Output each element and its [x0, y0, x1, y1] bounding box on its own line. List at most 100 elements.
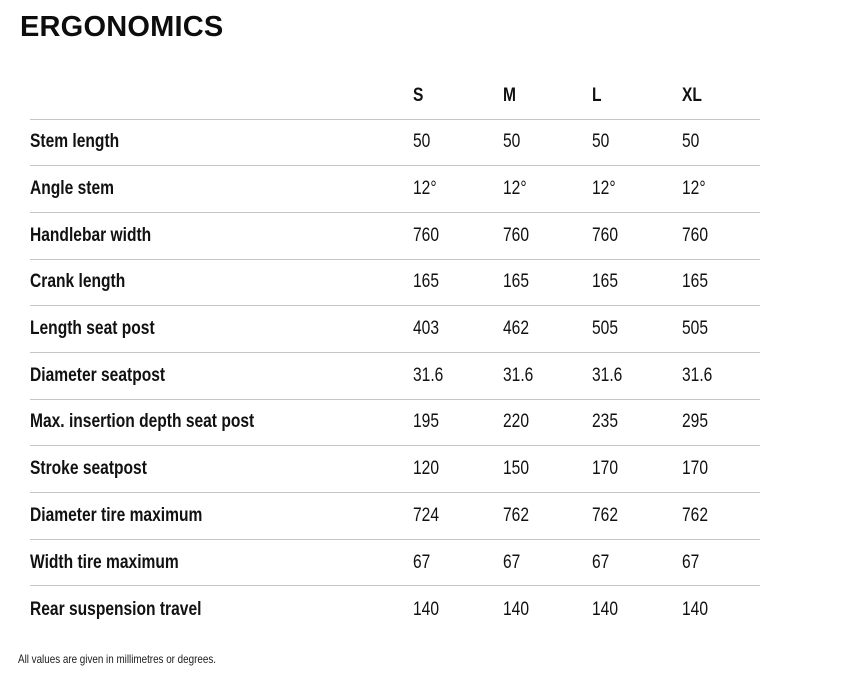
cell-xl: 760 [682, 225, 760, 247]
cell-text: 762 [592, 504, 618, 526]
cell-s: 50 [413, 131, 503, 153]
row-label: Diameter seatpost [30, 365, 413, 387]
table-row: Stroke seatpost 120 150 170 170 [30, 446, 760, 493]
cell-text: 140 [503, 598, 529, 620]
cell-l: 235 [592, 411, 682, 433]
cell-m: 150 [503, 458, 592, 480]
cell-xl: 50 [682, 131, 760, 153]
cell-m: 12° [503, 178, 592, 200]
row-label: Length seat post [30, 318, 413, 340]
cell-text: 12° [682, 178, 706, 200]
cell-s: 12° [413, 178, 503, 200]
cell-text: 31.6 [592, 364, 623, 386]
cell-m: 462 [503, 318, 592, 340]
column-header-s: S [413, 85, 503, 107]
cell-text: 760 [682, 224, 708, 246]
table-row: Max. insertion depth seat post 195 220 2… [30, 400, 760, 447]
table-row: Angle stem 12° 12° 12° 12° [30, 166, 760, 213]
cell-text: 165 [503, 271, 529, 293]
column-header-xl: XL [682, 85, 760, 107]
row-label-text: Stem length [30, 131, 120, 153]
cell-l: 165 [592, 271, 682, 293]
cell-text: 31.6 [682, 364, 713, 386]
cell-text: 12° [413, 178, 437, 200]
cell-text: 50 [413, 131, 431, 153]
cell-m: 140 [503, 599, 592, 621]
cell-text: 12° [592, 178, 616, 200]
column-header-l: L [592, 85, 682, 107]
column-header-s-text: S [413, 84, 424, 106]
column-header-xl-text: XL [682, 84, 702, 106]
cell-m: 762 [503, 505, 592, 527]
cell-s: 67 [413, 552, 503, 574]
row-label-text: Stroke seatpost [30, 458, 147, 480]
cell-text: 505 [592, 318, 618, 340]
cell-text: 235 [592, 411, 618, 433]
cell-text: 67 [682, 551, 700, 573]
cell-s: 760 [413, 225, 503, 247]
cell-text: 295 [682, 411, 708, 433]
row-label: Crank length [30, 271, 413, 293]
ergonomics-table: S M L XL Stem length 50 50 50 50 Angle s… [30, 73, 760, 633]
cell-l: 505 [592, 318, 682, 340]
cell-text: 50 [682, 131, 700, 153]
cell-l: 760 [592, 225, 682, 247]
cell-text: 67 [503, 551, 521, 573]
cell-xl: 140 [682, 599, 760, 621]
cell-m: 67 [503, 552, 592, 574]
row-label-text: Rear suspension travel [30, 598, 202, 620]
row-label-text: Crank length [30, 271, 126, 293]
row-label: Diameter tire maximum [30, 505, 413, 527]
cell-m: 165 [503, 271, 592, 293]
table-row: Crank length 165 165 165 165 [30, 260, 760, 307]
cell-xl: 170 [682, 458, 760, 480]
row-label: Handlebar width [30, 225, 413, 247]
cell-text: 505 [682, 318, 708, 340]
cell-text: 760 [592, 224, 618, 246]
cell-l: 67 [592, 552, 682, 574]
cell-m: 31.6 [503, 365, 592, 387]
table-row: Diameter seatpost 31.6 31.6 31.6 31.6 [30, 353, 760, 400]
row-label: Stem length [30, 131, 413, 153]
cell-text: 140 [682, 598, 708, 620]
cell-text: 170 [682, 458, 708, 480]
cell-text: 165 [592, 271, 618, 293]
cell-xl: 12° [682, 178, 760, 200]
table-row: Handlebar width 760 760 760 760 [30, 213, 760, 260]
cell-text: 12° [503, 178, 527, 200]
cell-xl: 31.6 [682, 365, 760, 387]
cell-text: 150 [503, 458, 529, 480]
cell-text: 762 [503, 504, 529, 526]
cell-xl: 505 [682, 318, 760, 340]
page-title: ERGONOMICS [20, 11, 224, 43]
cell-text: 220 [503, 411, 529, 433]
cell-l: 762 [592, 505, 682, 527]
cell-l: 50 [592, 131, 682, 153]
cell-text: 140 [592, 598, 618, 620]
cell-text: 762 [682, 504, 708, 526]
cell-text: 120 [413, 458, 439, 480]
row-label: Width tire maximum [30, 552, 413, 574]
cell-s: 31.6 [413, 365, 503, 387]
cell-l: 140 [592, 599, 682, 621]
cell-s: 403 [413, 318, 503, 340]
row-label-text: Length seat post [30, 318, 155, 340]
column-header-m: M [503, 85, 592, 107]
table-row: Width tire maximum 67 67 67 67 [30, 540, 760, 587]
row-label-text: Diameter tire maximum [30, 504, 203, 526]
footnote-text: All values are given in millimetres or d… [18, 652, 216, 667]
cell-text: 760 [503, 224, 529, 246]
row-label-text: Angle stem [30, 178, 114, 200]
cell-s: 724 [413, 505, 503, 527]
cell-l: 12° [592, 178, 682, 200]
cell-xl: 165 [682, 271, 760, 293]
table-row: Stem length 50 50 50 50 [30, 120, 760, 167]
cell-text: 50 [503, 131, 521, 153]
table-header-row: S M L XL [30, 73, 760, 120]
cell-text: 50 [592, 131, 610, 153]
cell-text: 165 [682, 271, 708, 293]
row-label-text: Diameter seatpost [30, 364, 166, 386]
row-label: Rear suspension travel [30, 599, 413, 621]
cell-xl: 67 [682, 552, 760, 574]
cell-s: 140 [413, 599, 503, 621]
